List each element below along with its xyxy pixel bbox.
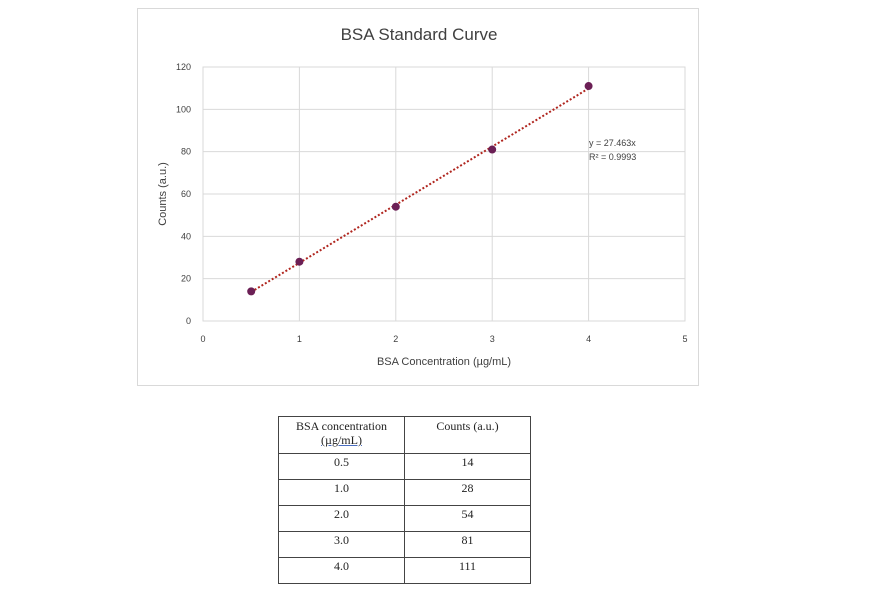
cell-concentration: 4.0 (278, 557, 405, 584)
x-tick-label: 0 (200, 334, 205, 344)
y-tick-label: 80 (181, 147, 191, 157)
table-row: 2.0 54 (278, 505, 531, 532)
cell-counts: 81 (404, 531, 531, 558)
y-tick-label: 100 (176, 104, 191, 114)
trendline-equation: y = 27.463x (589, 138, 636, 148)
trendline-r-squared: R² = 0.9993 (589, 152, 636, 162)
x-tick-label: 4 (586, 334, 591, 344)
x-tick-label: 1 (297, 334, 302, 344)
header-concentration-line1: BSA concentration (296, 419, 387, 433)
x-tick-label: 2 (393, 334, 398, 344)
data-point (295, 257, 304, 266)
y-axis-label: Counts (a.u.) (157, 162, 169, 226)
y-tick-label: 120 (176, 62, 191, 72)
y-tick-label: 0 (186, 316, 191, 326)
cell-concentration: 2.0 (278, 505, 405, 532)
data-point (584, 82, 593, 91)
cell-counts: 111 (404, 557, 531, 584)
cell-counts: 28 (404, 479, 531, 506)
chart-title: BSA Standard Curve (341, 25, 498, 44)
x-tick-label: 3 (490, 334, 495, 344)
table-row: 4.0 111 (278, 557, 531, 584)
y-tick-label: 60 (181, 189, 191, 199)
table-row: 0.5 14 (278, 453, 531, 480)
header-counts: Counts (a.u.) (404, 416, 531, 454)
table-header-row: BSA concentration (µg/mL) Counts (a.u.) (278, 416, 531, 454)
x-axis-label: BSA Concentration (µg/mL) (377, 356, 511, 368)
header-concentration: BSA concentration (µg/mL) (278, 416, 405, 454)
header-concentration-line2: (µg/mL) (321, 433, 362, 447)
y-tick-label: 40 (181, 231, 191, 241)
cell-counts: 14 (404, 453, 531, 480)
chart-svg: BSA Standard Curve 0 20 40 60 80 100 120 0 1 2 3 4 5 B… (157, 25, 688, 368)
cell-concentration: 3.0 (278, 531, 405, 558)
x-tick-label: 5 (682, 334, 687, 344)
y-tick-label: 20 (181, 274, 191, 284)
data-point (247, 287, 256, 296)
data-table: BSA concentration (µg/mL) Counts (a.u.) … (278, 416, 531, 584)
chart-frame: BSA Standard Curve 0 20 40 60 80 100 120 0 1 2 3 4 5 B… (137, 8, 699, 386)
table-row: 1.0 28 (278, 479, 531, 506)
cell-concentration: 0.5 (278, 453, 405, 480)
data-point (391, 202, 400, 211)
cell-counts: 54 (404, 505, 531, 532)
cell-concentration: 1.0 (278, 479, 405, 506)
trendline (250, 87, 590, 293)
table-row: 3.0 81 (278, 531, 531, 558)
data-point (488, 145, 497, 154)
